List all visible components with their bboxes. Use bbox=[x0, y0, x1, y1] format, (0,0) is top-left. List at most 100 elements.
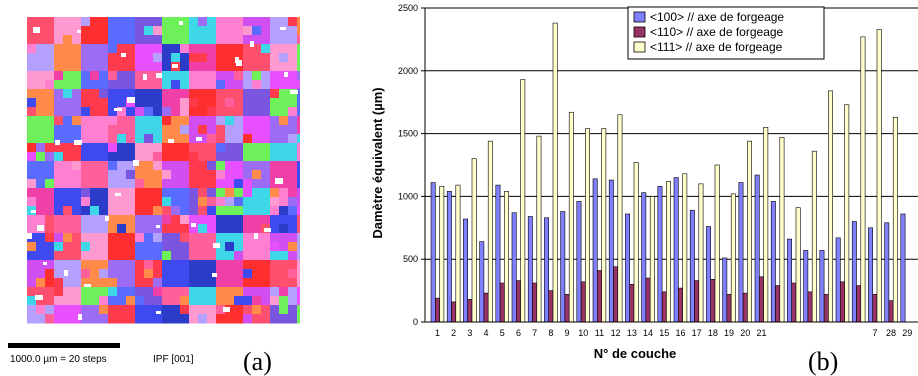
ebsd-grain-pixel bbox=[54, 233, 64, 243]
ebsd-grain-pixel bbox=[117, 62, 127, 72]
ebsd-grain-pixel bbox=[126, 143, 136, 153]
ebsd-grain-pixel bbox=[243, 35, 253, 45]
ebsd-grain-pixel bbox=[171, 206, 181, 216]
ebsd-grain-pixel bbox=[279, 269, 289, 279]
bar-series-110-10 bbox=[580, 281, 586, 323]
ebsd-grain-pixel bbox=[234, 62, 244, 72]
ebsd-grain-pixel bbox=[45, 296, 55, 306]
ebsd-grain-pixel bbox=[162, 170, 172, 180]
x-tick-label: 28 bbox=[886, 328, 896, 338]
ebsd-grain-pixel bbox=[171, 305, 181, 315]
ebsd-grain-pixel bbox=[108, 242, 118, 252]
ebsd-grain-pixel bbox=[297, 107, 300, 117]
ebsd-grain-pixel bbox=[72, 215, 82, 225]
ebsd-grain-pixel bbox=[270, 35, 280, 45]
ebsd-grain-pixel bbox=[135, 188, 145, 198]
ebsd-grain-pixel bbox=[198, 44, 208, 54]
bar-series-100-5 bbox=[495, 184, 501, 323]
bar-series-group bbox=[430, 22, 906, 323]
ebsd-grain-pixel bbox=[189, 287, 199, 297]
ebsd-grain-pixel bbox=[36, 251, 46, 261]
ebsd-grain-pixel bbox=[117, 188, 127, 198]
ebsd-grain-pixel bbox=[54, 188, 64, 198]
ebsd-grain-pixel bbox=[72, 179, 82, 189]
ebsd-unindexed-spot bbox=[223, 307, 230, 312]
ebsd-grain-pixel bbox=[243, 53, 253, 63]
ebsd-grain-pixel bbox=[189, 179, 199, 189]
ebsd-unindexed-spot bbox=[84, 284, 91, 287]
ebsd-grain-pixel bbox=[135, 17, 145, 27]
ebsd-grain-pixel bbox=[288, 44, 298, 54]
ebsd-grain-pixel bbox=[126, 179, 136, 189]
ebsd-grain-pixel bbox=[54, 197, 64, 207]
ebsd-grain-pixel bbox=[54, 107, 64, 117]
ebsd-grain-pixel bbox=[81, 314, 91, 324]
bar-series-111-29 bbox=[892, 116, 898, 323]
ebsd-grain-pixel bbox=[72, 89, 82, 99]
ebsd-grain-pixel bbox=[243, 80, 253, 90]
x-tick-label: 3 bbox=[467, 328, 472, 338]
ebsd-grain-pixel bbox=[270, 71, 280, 81]
ebsd-grain-pixel bbox=[225, 179, 235, 189]
ebsd-grain-pixel bbox=[108, 251, 118, 261]
ebsd-grain-pixel bbox=[72, 134, 82, 144]
ebsd-grain-pixel bbox=[270, 215, 280, 225]
x-tick-label: 16 bbox=[675, 328, 685, 338]
ebsd-grain-pixel bbox=[261, 287, 271, 297]
ebsd-grain-pixel bbox=[297, 278, 300, 288]
ebsd-grain-pixel bbox=[288, 143, 298, 153]
ebsd-grain-pixel bbox=[297, 80, 300, 90]
ebsd-grain-pixel bbox=[189, 251, 199, 261]
ebsd-grain-pixel bbox=[153, 44, 163, 54]
ebsd-grain-pixel bbox=[270, 152, 280, 162]
ebsd-grain-pixel bbox=[252, 197, 262, 207]
ebsd-grain-pixel bbox=[252, 143, 262, 153]
ebsd-grain-pixel bbox=[54, 224, 64, 234]
ebsd-grain-pixel bbox=[135, 314, 145, 324]
ebsd-grain-pixel bbox=[126, 134, 136, 144]
ebsd-grain-pixel bbox=[45, 278, 55, 288]
ebsd-grain-pixel bbox=[117, 170, 127, 180]
ebsd-grain-pixel bbox=[90, 188, 100, 198]
ebsd-grain-pixel bbox=[153, 242, 163, 252]
ebsd-grain-pixel bbox=[162, 35, 172, 45]
ebsd-grain-pixel bbox=[117, 314, 127, 324]
ebsd-grain-pixel bbox=[225, 251, 235, 261]
ebsd-grain-pixel bbox=[117, 305, 127, 315]
ebsd-grain-pixel bbox=[189, 107, 199, 117]
ebsd-grain-pixel bbox=[288, 278, 298, 288]
ebsd-grain-pixel bbox=[36, 215, 46, 225]
ebsd-grain-pixel bbox=[90, 296, 100, 306]
ebsd-grain-pixel bbox=[63, 107, 73, 117]
bar-series-110-21 bbox=[758, 276, 764, 323]
ebsd-grain-pixel bbox=[297, 152, 300, 162]
ebsd-grain-pixel bbox=[135, 143, 145, 153]
ebsd-grain-pixel bbox=[81, 107, 91, 117]
ebsd-grain-pixel bbox=[162, 125, 172, 135]
ebsd-grain-pixel bbox=[90, 89, 100, 99]
ebsd-unindexed-spot bbox=[196, 137, 202, 141]
ebsd-grain-pixel bbox=[99, 71, 109, 81]
ebsd-grain-pixel bbox=[279, 98, 289, 108]
ebsd-grain-pixel bbox=[297, 215, 300, 225]
ebsd-grain-pixel bbox=[288, 260, 298, 270]
ebsd-grain-pixel bbox=[243, 188, 253, 198]
x-tick-label: 11 bbox=[595, 328, 604, 338]
ebsd-grain-pixel bbox=[135, 224, 145, 234]
ebsd-grain-pixel bbox=[207, 26, 217, 36]
ebsd-grain-pixel bbox=[279, 116, 289, 126]
ebsd-grain-pixel bbox=[225, 296, 235, 306]
ebsd-grain-pixel bbox=[207, 107, 217, 117]
ebsd-grain-pixel bbox=[126, 152, 136, 162]
ebsd-grain-pixel bbox=[45, 161, 55, 171]
ebsd-grain-pixel bbox=[108, 206, 118, 216]
bar-series-110-14 bbox=[645, 277, 651, 323]
ebsd-grain-pixel bbox=[117, 71, 127, 81]
ebsd-grain-pixel bbox=[225, 233, 235, 243]
ebsd-unindexed-spot bbox=[275, 178, 283, 184]
ebsd-grain-pixel bbox=[45, 35, 55, 45]
ebsd-grain-pixel bbox=[27, 314, 37, 324]
ebsd-grain-pixel bbox=[99, 314, 109, 324]
ebsd-unindexed-spot bbox=[78, 314, 82, 320]
ebsd-grain-pixel bbox=[72, 53, 82, 63]
